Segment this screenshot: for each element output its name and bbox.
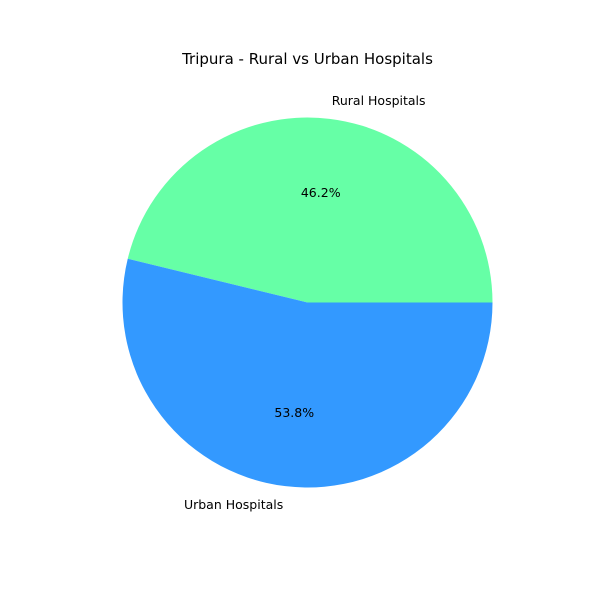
- chart-title: Tripura - Rural vs Urban Hospitals: [181, 50, 433, 68]
- pie-slice-rural-hospitals: [127, 117, 493, 303]
- category-label-urban-hospitals: Urban Hospitals: [184, 497, 283, 512]
- pie-labels: Rural Hospitals 46.2% Urban Hospitals 53.8%: [184, 93, 426, 512]
- category-label-rural-hospitals: Rural Hospitals: [332, 93, 426, 108]
- pie-slices: [122, 117, 493, 488]
- percent-label-urban-hospitals: 53.8%: [274, 405, 314, 420]
- percent-label-rural-hospitals: 46.2%: [301, 185, 341, 200]
- pie-slice-urban-hospitals: [122, 258, 493, 488]
